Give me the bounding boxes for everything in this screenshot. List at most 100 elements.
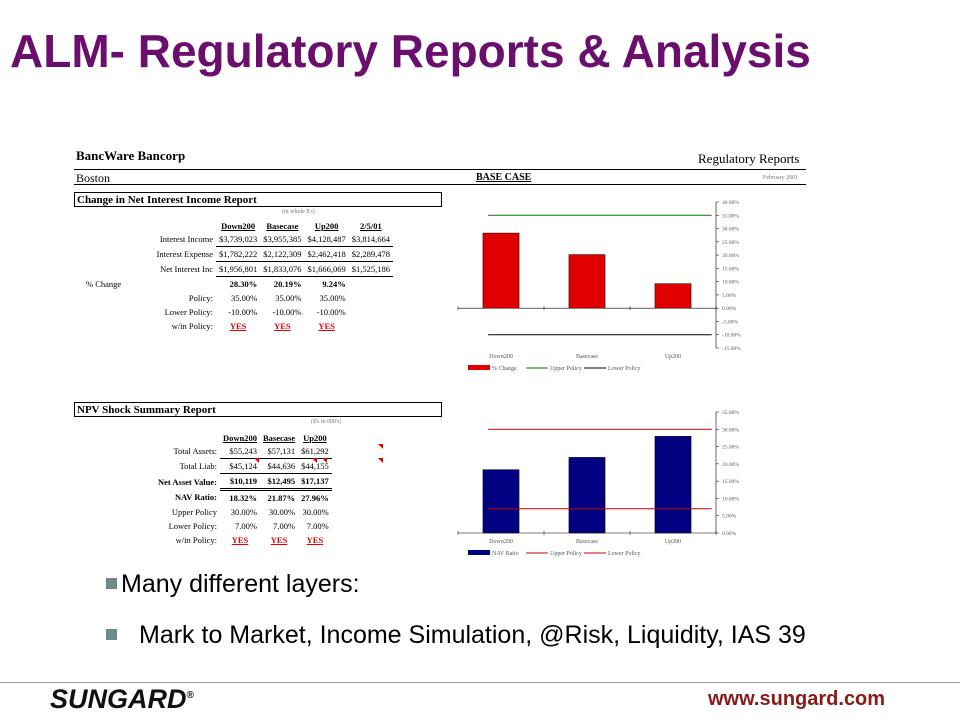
bar [654,283,692,309]
bank-name: BancWare Bancorp [76,148,186,163]
npv-chart: 35.00% 30.00% 25.00% 20.00% 15.00% 10.00% 5.00… [457,410,739,557]
cell [349,291,393,305]
x-category-label: Down200 [489,539,513,545]
y-tick-label: 30.00% [722,427,739,433]
x-category-label: Up200 [665,354,681,360]
comment-marker-icon [322,458,327,463]
header-rule-2 [74,184,806,185]
bullet-square-icon [106,628,117,640]
cell: 28.30% [229,279,258,289]
header-rule [74,169,806,170]
cell: $4,128,487 [304,232,349,247]
cell: $10,119 [220,473,261,491]
legend-label: NAV Ratio [492,551,519,557]
x-category-label: Basecase [576,539,598,545]
y-tick-label: 20.00% [722,462,739,468]
policy-flag: YES [306,535,324,545]
legend-label: Lower Policy [608,551,641,557]
row-label: w/in Policy: [171,321,213,331]
cell: -10.00% [316,307,346,317]
footer-url: www.sungard.com [708,688,886,710]
cell: $3,814,664 [348,232,393,247]
bar [482,232,520,309]
row-label: Net Asset Value: [157,476,217,487]
policy-flag: YES [274,321,291,331]
bullet-2: Mark to Market, Income Simulation, @Risk… [106,618,826,653]
legend-label: Lower Policy [608,366,641,372]
legend-label: Upper Policy [550,366,582,372]
bullet-text: Many different layers: [121,570,360,598]
cell [349,319,393,333]
x-category-label: Basecase [576,354,598,360]
cell: $17,137 [298,473,332,491]
y-tick-label: -5.00% [722,319,738,325]
table-row: Policy: 35.00% 35.00% 35.00% [74,291,393,305]
legend-swatch [468,365,490,370]
slide-title: ALM- Regulatory Reports & Analysis [10,25,811,77]
y-tick-label: 35.00% [722,213,739,219]
y-tick-label: 20.00% [722,253,739,259]
y-tick-label: 25.00% [722,240,739,246]
policy-flag: YES [229,321,247,331]
y-tick-label: 25.00% [722,445,739,451]
legend-label: Upper Policy [550,551,582,557]
row-label: Total Liab: [179,461,217,471]
row-label: % Change [86,278,122,289]
y-tick-label: 10.00% [722,496,739,502]
cell: 7.00% [235,521,258,531]
table-row: w/in Policy: YES YES YES [74,319,393,333]
cell: 30.00% [302,507,329,517]
cell: 20.19% [273,279,302,289]
policy-flag: YES [231,535,249,545]
bar [482,469,520,534]
cell: 35.00% [231,293,258,303]
cell: $44,636 [260,458,299,474]
cell: 30.00% [230,507,258,517]
row-label: Upper Policy [171,507,217,517]
row-label: Lower Policy: [164,307,213,317]
cell: 7.00% [306,521,329,531]
cell: $2,289,478 [348,246,393,262]
bar [568,457,606,534]
city: Boston [76,171,111,185]
bar [654,436,692,534]
cell-comment-markers [254,444,383,463]
row-label: Interest Income [159,234,213,245]
cell: 18.32% [229,493,258,503]
bullet-1: Many different layers: [106,570,360,599]
legend-label: % Change [492,366,517,372]
cell: $44,155 [298,458,332,474]
y-tick-label: 0.00% [722,531,737,537]
nii-col-header: Up200 [314,220,339,231]
bullet-square-icon [106,577,117,589]
cell [349,277,393,292]
cell: 27.96% [301,493,329,503]
y-tick-label: 15.00% [722,479,739,485]
y-tick-label: 0.00% [722,306,737,312]
cell: $3,955,385 [260,232,305,247]
cell: 9.24% [322,279,346,289]
table-row: Total Assets: $55,243 $57,131 $61,292 [74,444,332,459]
logo-text: SUNGARD [50,684,187,714]
y-tick-label: 5.00% [722,293,737,299]
bar [568,254,606,309]
cell: -10.00% [272,307,302,317]
cell: 35.00% [319,293,346,303]
cell: $1,525,186 [348,261,393,277]
comment-marker-icon [378,444,383,449]
nii-chart: 40.00% 35.00% 30.00% 25.00% 20.00% 15.00% 10.0… [457,200,741,372]
table-row: Upper Policy 30.00% 30.00% 30.00% [74,505,332,519]
npv-col-header: Up200 [303,432,327,443]
npv-units: ($'s in 000's) [311,419,342,425]
nii-col-header: Basecase [266,220,299,231]
npv-table: Down200 Basecase Up200 Total Assets: $55… [74,431,332,547]
cell: $1,782,222 [216,246,261,262]
y-tick-label: 5.00% [722,514,737,520]
row-label: Net Interest Inc [160,264,213,274]
policy-flag: YES [318,321,335,331]
table-row: % Change 28.30% 20.19% 9.24% [74,277,393,292]
policy-flag: YES [270,535,288,545]
cell: 7.00% [273,521,296,531]
table-row: Interest Income $3,739,023 $3,955,385 $4… [74,232,393,247]
nii-section-title: Change in Net Interest Income Report [74,192,442,207]
